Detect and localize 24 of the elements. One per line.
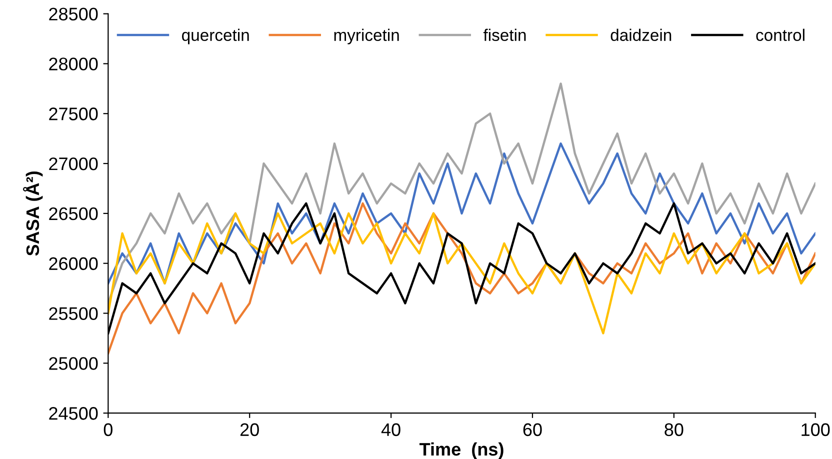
y-tick-label: 25000 bbox=[49, 357, 98, 370]
legend-label: fisetin bbox=[483, 28, 526, 42]
x-tick-label: 100 bbox=[802, 423, 830, 436]
x-tick-label: 80 bbox=[664, 423, 684, 436]
x-tick-label: 40 bbox=[381, 423, 400, 436]
y-tick-label: 28000 bbox=[49, 58, 98, 70]
legend-label: daidzein bbox=[610, 28, 672, 42]
legend-label: myricetin bbox=[334, 28, 399, 44]
legend-label: quercetin bbox=[182, 28, 249, 44]
x-tick-label: 60 bbox=[523, 423, 542, 436]
y-tick-label: 28500 bbox=[49, 8, 98, 20]
x-axis-title: Time (ns) bbox=[419, 442, 504, 459]
y-tick-label: 27500 bbox=[49, 108, 98, 120]
y-tick-label: 26000 bbox=[49, 257, 98, 270]
legend-label: control bbox=[756, 28, 804, 42]
y-tick-label: 26500 bbox=[49, 207, 98, 220]
y-tick-label: 24500 bbox=[49, 407, 98, 420]
line-series bbox=[108, 142, 816, 284]
y-axis-title: SASA (Å²) bbox=[22, 172, 43, 256]
x-tick-label: 20 bbox=[240, 423, 259, 436]
line-series bbox=[108, 82, 816, 304]
y-tick-label: 27000 bbox=[49, 157, 98, 170]
y-tick-label: 25500 bbox=[49, 307, 98, 320]
x-tick-label: 0 bbox=[104, 423, 112, 436]
